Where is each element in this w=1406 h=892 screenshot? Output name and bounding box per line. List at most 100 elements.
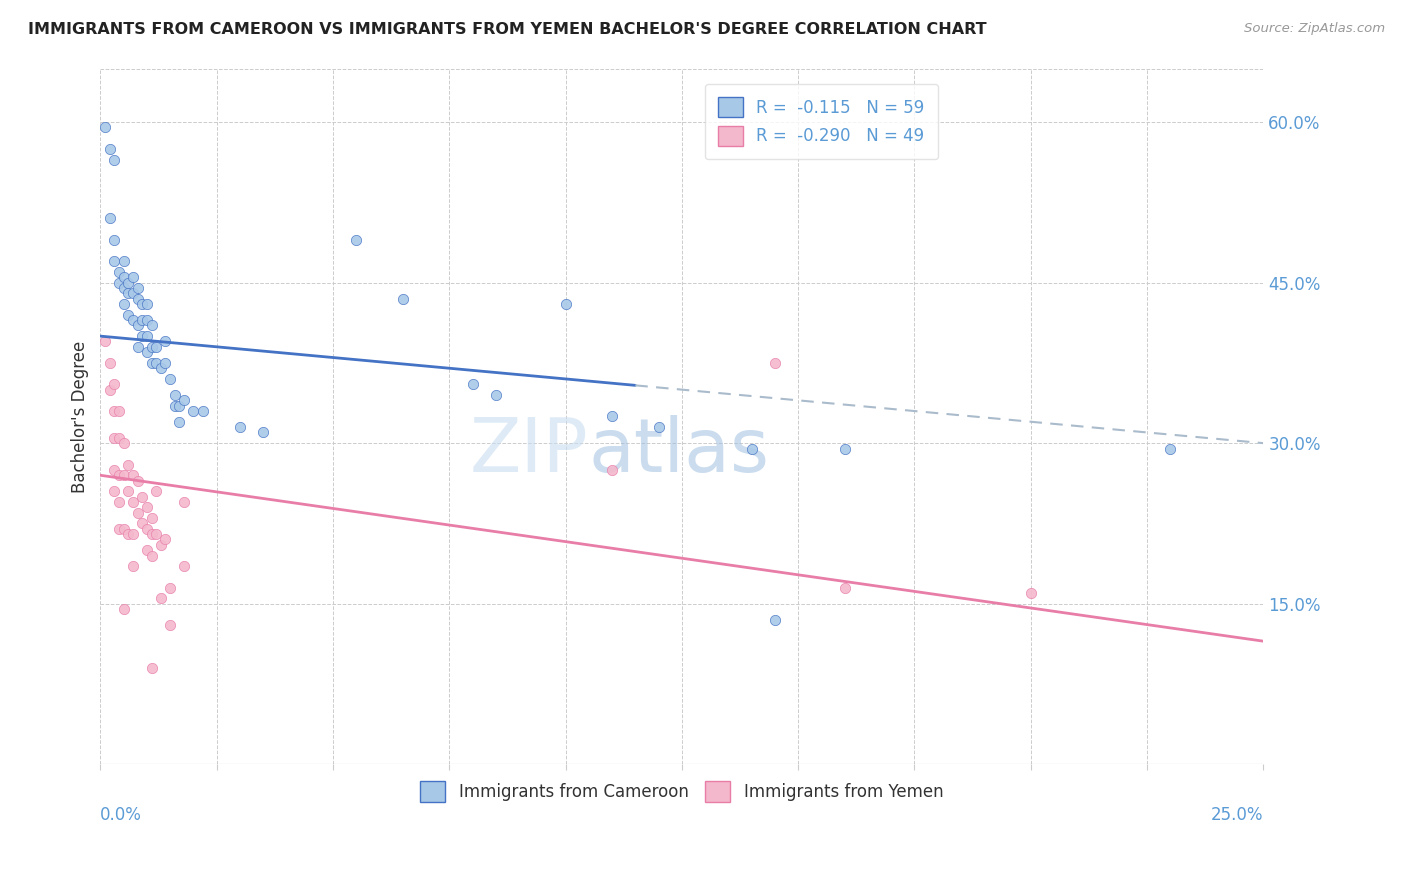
Point (141, 549, 163, 563)
Point (122, 270, 145, 285)
Point (131, 490, 153, 504)
Point (98, 142, 121, 156)
Point (191, 404, 214, 418)
Point (135, 313, 157, 327)
Point (103, 463, 125, 477)
Point (135, 297, 157, 311)
Point (461, 377, 484, 392)
Text: Source: ZipAtlas.com: Source: ZipAtlas.com (1244, 22, 1385, 36)
Point (135, 543, 157, 558)
Point (141, 527, 163, 541)
Point (127, 474, 149, 488)
Point (112, 522, 135, 536)
Point (108, 404, 131, 418)
Point (163, 388, 186, 402)
Text: 25.0%: 25.0% (1211, 806, 1264, 824)
Point (344, 233, 367, 247)
Point (1159, 442, 1181, 456)
Point (108, 468, 131, 483)
Point (98, 211, 121, 226)
Point (127, 318, 149, 333)
Text: IMMIGRANTS FROM CAMEROON VS IMMIGRANTS FROM YEMEN BACHELOR'S DEGREE CORRELATION : IMMIGRANTS FROM CAMEROON VS IMMIGRANTS F… (28, 22, 987, 37)
Point (117, 527, 139, 541)
Y-axis label: Bachelor's Degree: Bachelor's Degree (72, 340, 89, 492)
Point (127, 340, 149, 354)
Point (112, 254, 135, 268)
Point (141, 511, 163, 525)
Point (141, 318, 163, 333)
Point (183, 404, 205, 418)
Point (173, 495, 195, 509)
Point (112, 602, 135, 616)
Point (117, 276, 139, 290)
Point (127, 506, 149, 520)
Point (141, 356, 163, 370)
Point (117, 458, 139, 472)
Point (112, 297, 135, 311)
Point (145, 484, 167, 499)
Point (391, 292, 413, 306)
Point (122, 313, 145, 327)
Point (108, 522, 131, 536)
Point (135, 500, 157, 515)
Point (122, 468, 145, 483)
Point (131, 313, 153, 327)
Point (252, 425, 274, 440)
Point (554, 297, 576, 311)
Point (163, 399, 186, 413)
Point (108, 495, 131, 509)
Point (117, 308, 139, 322)
Point (131, 516, 153, 531)
Point (135, 329, 157, 343)
Point (600, 409, 623, 424)
Point (103, 431, 125, 445)
Point (108, 265, 131, 279)
Point (127, 292, 149, 306)
Point (131, 329, 153, 343)
Point (131, 297, 153, 311)
Text: ZIP: ZIP (470, 415, 589, 488)
Text: 0.0%: 0.0% (100, 806, 142, 824)
Point (108, 431, 131, 445)
Legend: Immigrants from Cameroon, Immigrants from Yemen: Immigrants from Cameroon, Immigrants fro… (411, 772, 953, 812)
Point (127, 281, 149, 295)
Point (155, 356, 177, 370)
Point (834, 442, 856, 456)
Point (122, 559, 145, 574)
Point (149, 538, 172, 552)
Point (1019, 586, 1042, 600)
Point (169, 399, 191, 413)
Point (169, 415, 191, 429)
Point (122, 495, 145, 509)
Point (135, 522, 157, 536)
Point (173, 393, 195, 408)
Text: atlas: atlas (589, 415, 770, 488)
Point (103, 153, 125, 167)
Point (117, 484, 139, 499)
Point (112, 281, 135, 295)
Point (145, 527, 167, 541)
Point (763, 613, 786, 627)
Point (149, 591, 172, 606)
Point (135, 345, 157, 359)
Point (112, 436, 135, 450)
Point (155, 334, 177, 349)
Point (647, 420, 669, 434)
Point (159, 581, 181, 595)
Point (103, 254, 125, 268)
Point (159, 372, 181, 386)
Point (112, 270, 135, 285)
Point (103, 484, 125, 499)
Point (122, 286, 145, 301)
Point (763, 356, 786, 370)
Point (94, 120, 117, 135)
Point (98, 356, 121, 370)
Point (145, 356, 167, 370)
Point (103, 233, 125, 247)
Point (155, 533, 177, 547)
Point (600, 463, 623, 477)
Point (103, 404, 125, 418)
Point (834, 581, 856, 595)
Point (145, 340, 167, 354)
Point (112, 468, 135, 483)
